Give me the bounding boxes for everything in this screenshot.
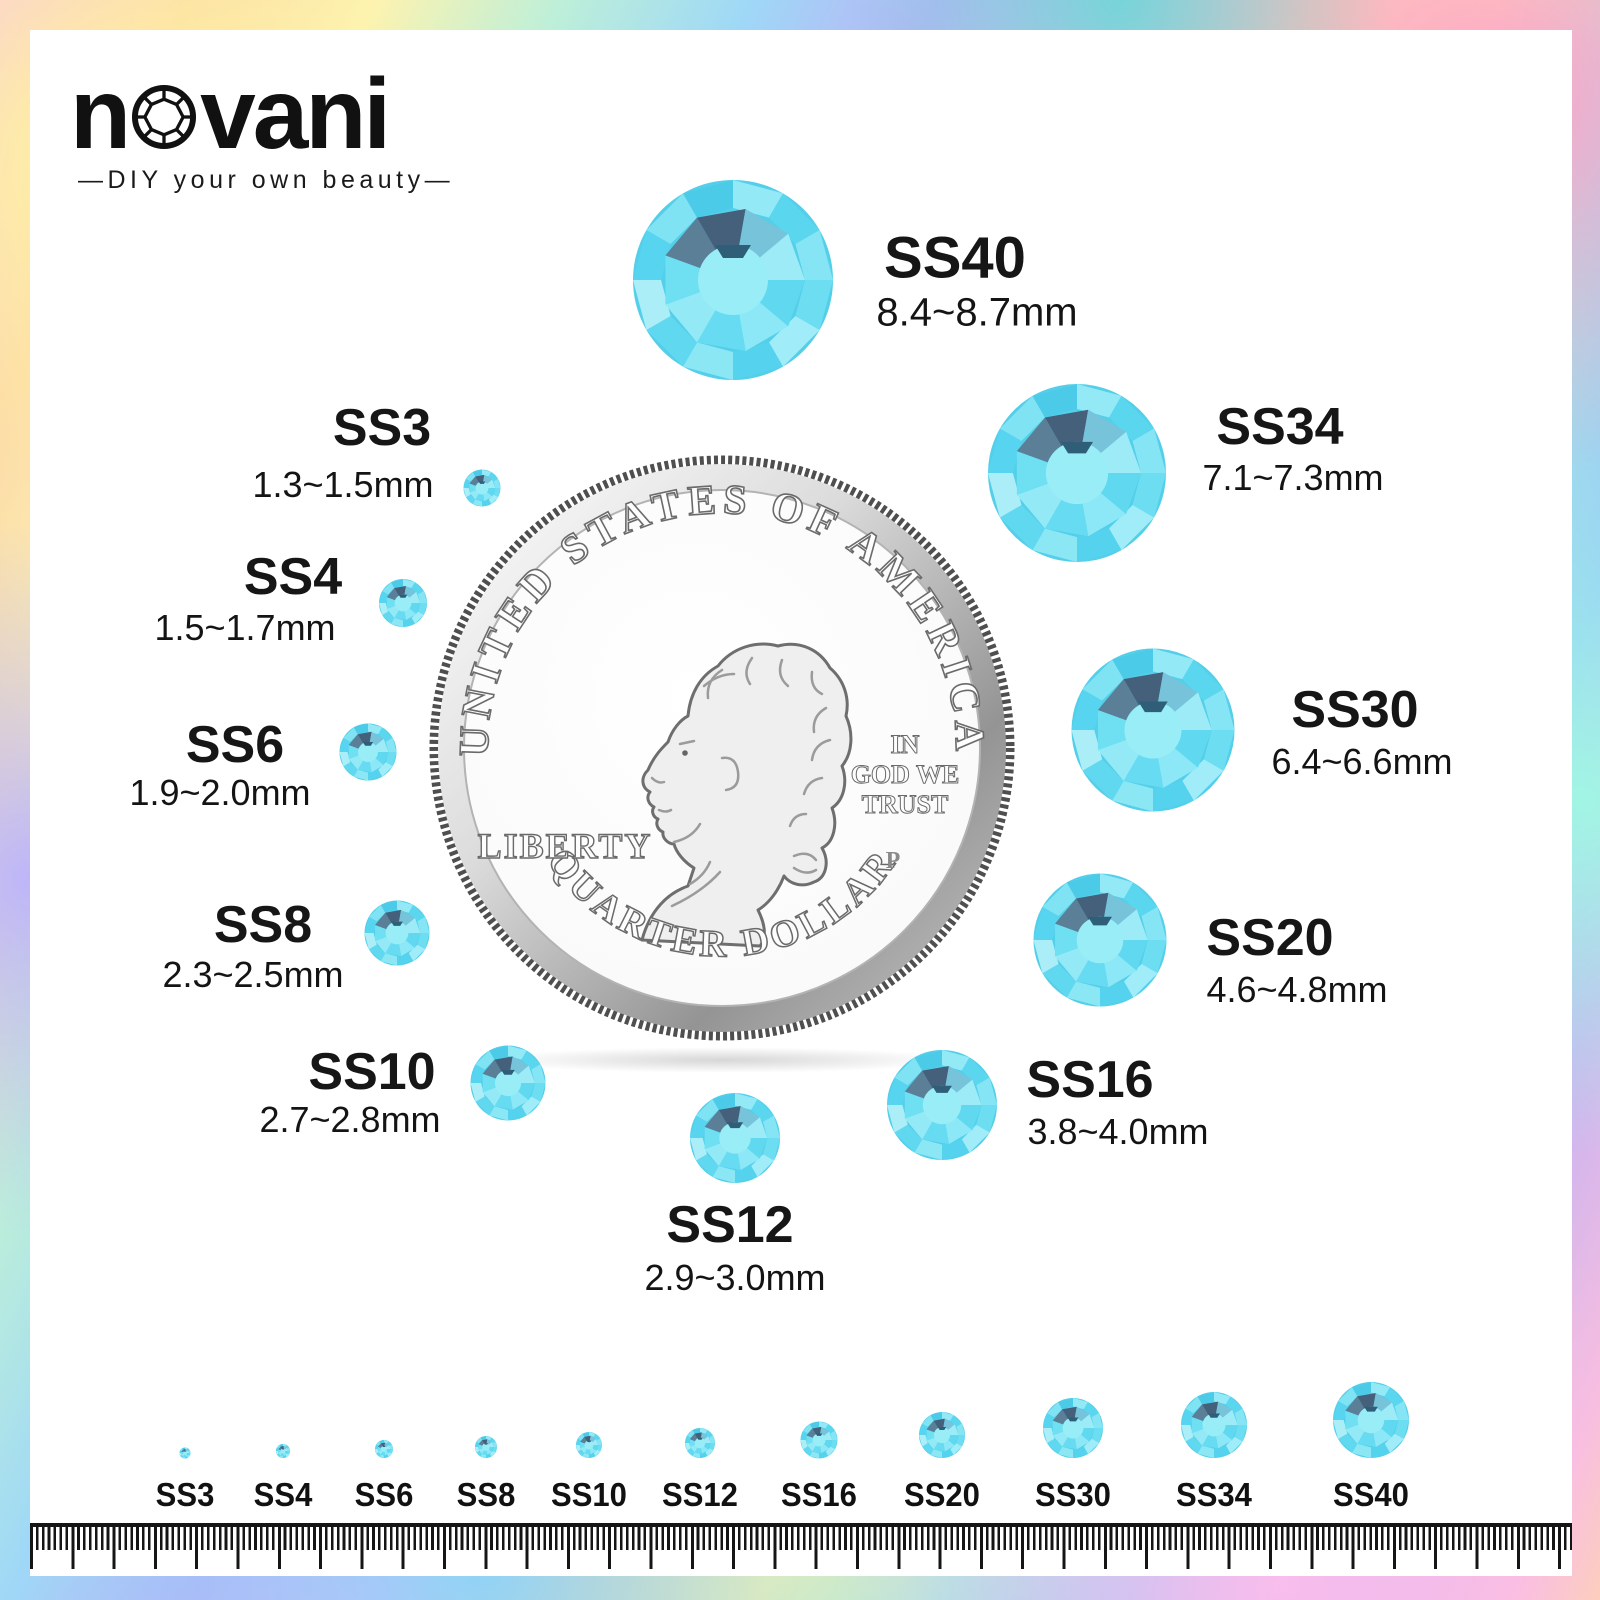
row-stone-ss10: [576, 1432, 602, 1458]
range-ss40: 8.4~8.7mm: [876, 290, 1078, 335]
stone-ss4: [379, 579, 427, 627]
white-card: n vani —DIY your own beauty—: [30, 30, 1572, 1576]
range-ss8: 2.3~2.5mm: [162, 954, 344, 995]
brand-logo: n vani —DIY your own beauty—: [70, 64, 454, 195]
row-stone-ss8: [475, 1436, 497, 1458]
coin-shadow: [487, 1047, 957, 1073]
label-ss30: SS30: [1291, 681, 1419, 739]
label-ss12: SS12: [666, 1196, 794, 1254]
row-label-ss30: SS30: [1035, 1476, 1111, 1513]
range-ss4: 1.5~1.7mm: [154, 607, 336, 648]
row-stone-ss16: [801, 1422, 838, 1459]
row-label-ss10: SS10: [551, 1476, 627, 1513]
range-ss12: 2.9~3.0mm: [644, 1257, 826, 1298]
label-ss20: SS20: [1206, 909, 1334, 967]
row-stone-ss6: [375, 1440, 393, 1458]
range-ss3: 1.3~1.5mm: [252, 464, 434, 505]
range-ss16: 3.8~4.0mm: [1027, 1111, 1209, 1152]
row-stone-ss3: [180, 1448, 191, 1459]
row-label-ss20: SS20: [904, 1476, 980, 1513]
row-label-ss6: SS6: [354, 1476, 414, 1513]
brand-wordmark: n vani: [70, 64, 454, 164]
stone-ss12: [690, 1093, 780, 1183]
stone-ss20: [1034, 874, 1167, 1007]
stone-ss30: [1072, 649, 1235, 812]
stone-ss34: [988, 384, 1166, 562]
label-ss34: SS34: [1216, 398, 1344, 456]
ruler-short-ticks: [30, 1527, 1572, 1550]
label-ss16: SS16: [1026, 1051, 1154, 1109]
stone-ss3: [464, 470, 501, 507]
stone-ss8: [365, 901, 430, 966]
stone-ss40: [633, 180, 833, 380]
coin-motto-line2: GOD WE: [851, 760, 960, 789]
range-ss6: 1.9~2.0mm: [129, 772, 311, 813]
stone-ss16: [887, 1050, 997, 1160]
row-stone-ss20: [919, 1412, 965, 1458]
coin-reeded-edge: [429, 455, 1015, 1041]
row-stone-ss4: [276, 1444, 290, 1458]
range-ss10: 2.7~2.8mm: [259, 1099, 441, 1140]
label-ss40: SS40: [884, 225, 1026, 291]
row-label-ss3: SS3: [155, 1476, 215, 1513]
washington-portrait: [640, 642, 853, 948]
coin-motto-line3: TRUST: [862, 790, 949, 819]
label-ss3: SS3: [332, 399, 432, 457]
quarter-coin: UNITED STATES OF AMERICA QUARTER DOLLAR …: [429, 455, 1015, 1041]
ruler: [30, 1523, 1572, 1576]
brand-letters-vani: vani: [200, 58, 391, 170]
label-ss6: SS6: [185, 716, 285, 774]
coin-motto-line1: IN: [891, 730, 920, 759]
label-ss4: SS4: [243, 548, 343, 606]
range-ss20: 4.6~4.8mm: [1206, 969, 1388, 1010]
row-label-ss16: SS16: [781, 1476, 857, 1513]
range-ss34: 7.1~7.3mm: [1202, 457, 1384, 498]
brand-letter-n: n: [70, 58, 131, 170]
row-stone-ss40: [1333, 1382, 1409, 1458]
row-label-ss4: SS4: [253, 1476, 313, 1513]
row-stone-ss30: [1043, 1398, 1103, 1458]
label-ss10: SS10: [308, 1043, 436, 1101]
brand-tagline: —DIY your own beauty—: [78, 166, 455, 194]
range-ss30: 6.4~6.6mm: [1271, 741, 1453, 782]
row-label-ss40: SS40: [1333, 1476, 1409, 1513]
row-label-ss12: SS12: [662, 1476, 738, 1513]
row-stone-ss12: [685, 1428, 715, 1458]
label-ss8: SS8: [213, 896, 313, 954]
row-label-ss34: SS34: [1176, 1476, 1252, 1513]
coin-liberty-text: LIBERTY: [478, 826, 653, 866]
coin-mint-mark: P: [886, 848, 901, 874]
row-label-ss8: SS8: [456, 1476, 516, 1513]
stone-ss6: [340, 724, 397, 781]
gem-logo-icon: [132, 84, 197, 150]
row-stone-ss34: [1181, 1392, 1247, 1458]
stone-ss10: [471, 1046, 546, 1121]
